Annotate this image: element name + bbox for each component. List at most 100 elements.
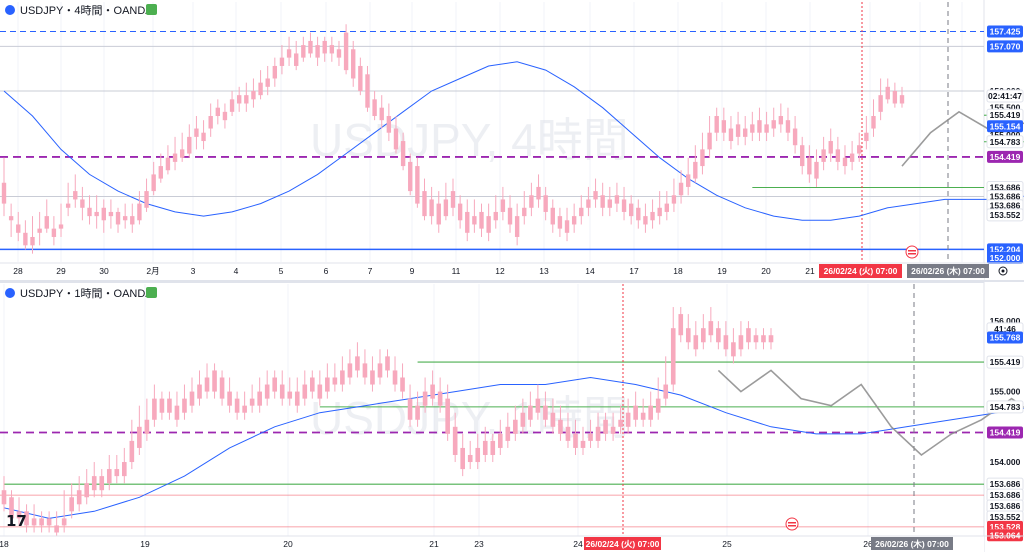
price-tag-label: 153.064 <box>990 530 1021 540</box>
candle-body <box>336 49 342 58</box>
candle-body <box>279 57 285 66</box>
candle-body <box>76 490 82 505</box>
candle-body <box>842 157 848 167</box>
candle-body <box>557 216 563 229</box>
candle-body <box>708 321 714 336</box>
price-tag-label: 157.425 <box>990 27 1021 37</box>
candle-body <box>415 405 420 420</box>
candle-body <box>693 335 699 350</box>
candle-body <box>165 157 171 171</box>
price-tag-label: 157.070 <box>990 41 1021 51</box>
panel-separator <box>0 280 1024 283</box>
candle-body <box>490 440 496 455</box>
candle-body <box>723 335 729 350</box>
candle-body <box>392 370 398 385</box>
price-tag-label: 154.783 <box>990 402 1021 412</box>
price-tag-label: 155.154 <box>990 121 1021 131</box>
settings-gear-center <box>1001 269 1005 273</box>
candle-body <box>301 45 306 58</box>
candle-body <box>197 384 202 399</box>
candle-body <box>87 207 92 217</box>
candle-body <box>543 405 548 420</box>
candle-body <box>415 166 420 204</box>
x-tick-label: 29 <box>56 266 66 276</box>
tradingview-logo[interactable]: 17 <box>6 512 27 530</box>
candle-body <box>467 454 473 463</box>
time-axis-bg <box>0 263 984 280</box>
date-tag-bg <box>584 537 661 550</box>
candle-body <box>31 518 37 526</box>
candle-body <box>607 199 612 208</box>
candle-body <box>430 384 435 399</box>
candle-body <box>450 191 456 208</box>
price-tag-label: 153.686 <box>990 479 1021 489</box>
candle-body <box>358 65 363 91</box>
candle-body <box>600 195 605 208</box>
candle-body <box>650 211 655 221</box>
candle-body <box>400 141 406 167</box>
price-tag-label: 153.552 <box>990 512 1021 522</box>
candle-body <box>372 99 377 117</box>
candle-body <box>529 195 534 208</box>
candle-body <box>475 447 481 463</box>
candle-body <box>800 145 805 167</box>
candle-body <box>422 191 427 217</box>
x-tick-label: 18 <box>0 539 9 549</box>
candle-body <box>764 124 769 133</box>
candle-body <box>322 40 327 54</box>
candle-body <box>721 120 727 133</box>
candle-body <box>130 216 135 225</box>
candle-body <box>189 391 195 406</box>
watermark: USDJPY, 4時間 <box>310 114 629 166</box>
candle-body <box>771 120 776 129</box>
candle-body <box>685 328 691 343</box>
candle-body <box>16 511 22 519</box>
candle-body <box>621 199 627 212</box>
x-tick-label: 19 <box>717 266 727 276</box>
candle-body <box>768 335 774 343</box>
price-tag-label: 02:41:47 <box>988 91 1022 101</box>
price-tag-label: 155.500 <box>990 103 1021 113</box>
candle-body <box>728 128 734 142</box>
candle-body <box>899 95 905 104</box>
candle-body <box>219 377 225 399</box>
price-tag-bg <box>986 89 1024 103</box>
candle-body <box>750 124 755 133</box>
candle-body <box>835 149 841 162</box>
candle-body <box>513 419 518 434</box>
price-tag-label: 154.783 <box>990 137 1021 147</box>
candle-body <box>821 149 826 162</box>
price-tag-bg <box>987 40 1023 53</box>
candle-body <box>386 116 392 133</box>
candle-body <box>550 412 556 427</box>
price-tag-label: 152.000 <box>990 253 1021 263</box>
candle-body <box>329 45 335 54</box>
watermark: USDJPY, 1時間 <box>310 392 629 444</box>
candle-body <box>343 32 349 71</box>
candle-body <box>429 199 434 217</box>
candle-body <box>215 107 221 117</box>
candle-body <box>249 398 255 406</box>
candle-body <box>167 398 172 413</box>
candle-body <box>229 99 235 112</box>
candle-body <box>212 370 217 392</box>
candle-body <box>158 166 163 179</box>
candle-body <box>44 216 49 229</box>
candle-body <box>340 370 345 385</box>
candle-body <box>54 525 59 533</box>
price-tag-label: 155.000 <box>990 130 1021 140</box>
moving-average-line <box>3 376 1024 519</box>
candle-body <box>564 220 570 233</box>
x-tick-label: 18 <box>673 266 683 276</box>
price-tag-bg <box>987 251 1023 264</box>
candle-body <box>753 335 759 343</box>
candle-body <box>94 211 99 217</box>
candle-body <box>351 49 356 79</box>
candle-body <box>670 328 676 385</box>
candle-body <box>871 116 876 129</box>
candle-body <box>663 384 669 399</box>
date-tag-bg <box>907 264 989 278</box>
candle-body <box>472 216 477 225</box>
x-tick-label: 13 <box>539 266 549 276</box>
candle-body <box>482 440 488 455</box>
